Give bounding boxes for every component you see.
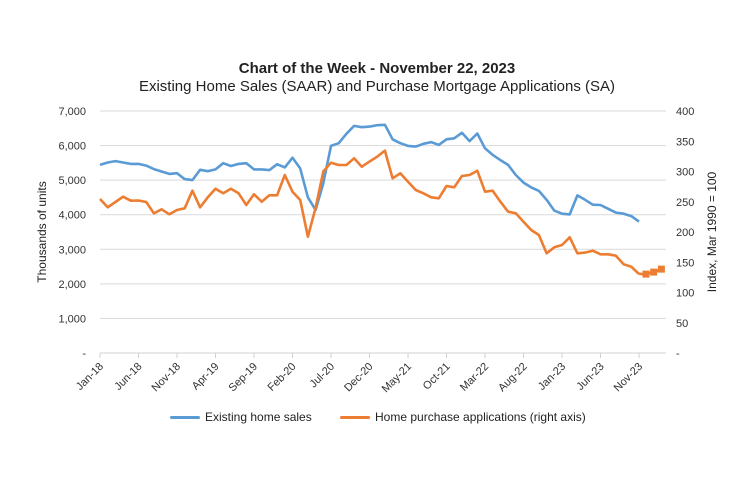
right-tick-label: 50 [676,318,688,330]
right-axis-title: Index, Mar 1990 = 100 [705,171,719,292]
x-tick-label: Nov-18 [150,361,184,395]
chart-title: Chart of the Week - November 22, 2023 [238,60,516,77]
x-tick-label: Aug-22 [496,361,530,395]
x-tick-label: Dec-20 [342,361,376,395]
right-tick-label: 300 [676,167,694,179]
legend-swatch-orange [340,415,370,419]
left-tick-label: 6,000 [58,141,86,153]
right-tick-label: 350 [676,136,694,148]
weekly-point-marker [657,265,665,273]
left-tick-label: 1,000 [58,313,86,325]
left-tick-label: 3,000 [58,244,86,256]
x-tick-label: Feb-20 [266,361,299,394]
x-tick-label: Jan-18 [74,361,106,393]
x-tick-label: Sep-19 [227,361,261,395]
right-tick-label: 200 [676,227,694,239]
legend-label: Home purchase applications (right axis) [375,410,586,424]
x-axis: Jan-18 Jun-18 Nov-18 Apr-19 Sep-19 Feb-20 Jul-… [74,353,645,395]
left-tick-label: 7,000 [58,106,86,118]
legend-item-purchase-applications: Home purchase applications (right axis) [340,410,586,424]
gridlines [100,110,666,354]
x-tick-label: May-21 [380,361,414,395]
right-tick-label: 400 [676,106,694,118]
chart-subtitle: Existing Home Sales (SAAR) and Purchase … [138,78,616,95]
right-tick-label: - [676,348,680,360]
left-tick-label: 4,000 [58,210,86,222]
x-tick-label: Nov-23 [612,361,646,395]
purchase-applications-line [99,149,640,275]
right-tick-label: 100 [676,288,694,300]
left-tick-label: 2,000 [58,279,86,291]
series-lines [99,123,665,278]
right-tick-label: 150 [676,257,694,269]
existing-home-sales-line [99,123,640,223]
right-axis-ticks: - 50 100 150 200 250 300 350 400 [676,106,694,360]
legend-swatch-blue [170,415,200,419]
left-axis-ticks: - 1,000 2,000 3,000 4,000 5,000 6,000 7,000 [58,106,86,360]
x-tick-label: Apr-19 [190,361,222,393]
x-tick-label: Mar-22 [458,361,491,394]
x-tick-label: Jul-20 [307,361,337,391]
x-tick-label: Jan-23 [536,361,568,393]
left-axis-title: Thousands of units [35,181,49,282]
x-tick-label: Jun-18 [112,361,144,393]
legend-item-existing-home-sales: Existing home sales [170,410,312,424]
x-tick-label: Jun-23 [574,361,606,393]
right-tick-label: 250 [676,197,694,209]
legend-label: Existing home sales [205,410,312,424]
left-tick-label: 5,000 [58,175,86,187]
x-tick-label: Oct-21 [421,361,453,393]
left-tick-label: - [82,348,86,360]
